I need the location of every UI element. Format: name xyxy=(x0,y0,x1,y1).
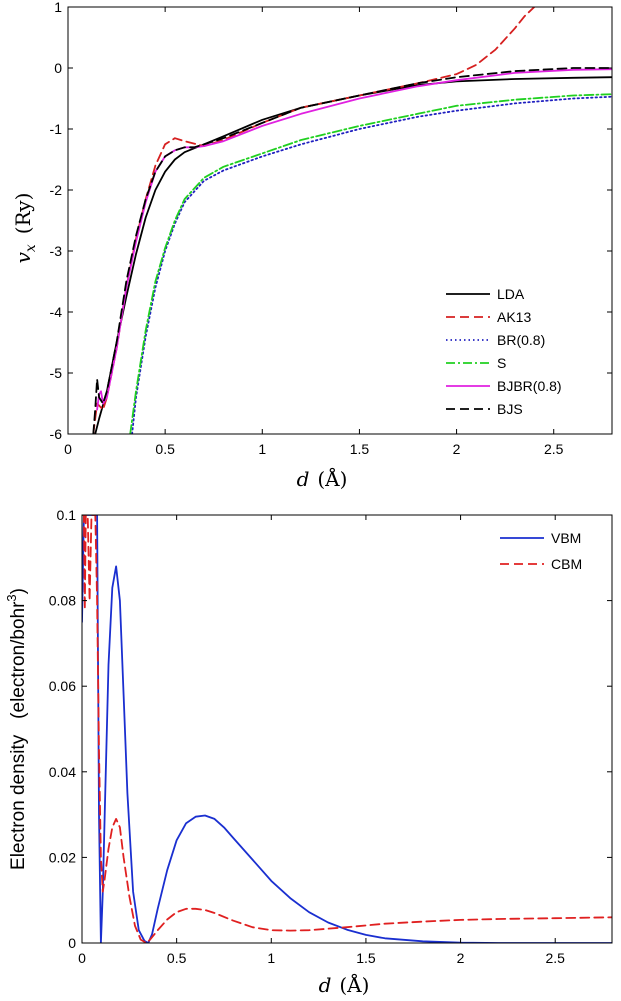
series-line-br-0-8 xyxy=(131,95,612,434)
y-axis-label: vx(Ry) xyxy=(11,193,39,264)
x-tick-label: 2 xyxy=(453,441,461,457)
legend-box xyxy=(436,280,606,420)
legend-label-br-0-8: BR(0.8) xyxy=(497,332,545,348)
axes-box xyxy=(67,6,613,435)
legend-label-bjbr-0-8: BJBR(0.8) xyxy=(497,378,562,394)
y-axis: 0 0.02 0.04 0.06 0.08 0.1 xyxy=(49,507,612,951)
y-tick-label: 0.08 xyxy=(49,593,76,609)
legend: VBM CBM xyxy=(495,525,605,577)
legend: LDA AK13 BR(0.8) S BJBR(0.8) BJS xyxy=(436,280,606,420)
y-tick-label: 0 xyxy=(54,60,62,76)
electron-density-chart: 0 0.5 1 1.5 2 2.5 0 0.02 0.04 0.06 0.08 0.1 d (Å) E… xyxy=(4,507,613,997)
y-tick-label: 1 xyxy=(54,0,62,15)
series-line-cbm xyxy=(82,515,612,943)
y-tick-label: 0.1 xyxy=(57,507,77,523)
y-tick-label: -6 xyxy=(50,426,63,442)
legend-label-ak13: AK13 xyxy=(497,309,531,325)
series-line-bjs xyxy=(92,67,612,434)
legend-label-lda: LDA xyxy=(497,286,525,302)
plot-area xyxy=(82,515,612,943)
y-axis: 1 0 -1 -2 -3 -4 -5 -6 xyxy=(50,0,612,442)
x-tick-label: 1.5 xyxy=(356,950,376,966)
x-tick-label: 0.5 xyxy=(167,950,187,966)
x-tick-label: 1 xyxy=(258,441,266,457)
series-layer xyxy=(92,7,612,434)
y-tick-label: -2 xyxy=(50,182,63,198)
x-tick-label: 0.5 xyxy=(155,441,175,457)
x-axis-label: d (Å) xyxy=(319,972,370,997)
y-tick-label: 0.02 xyxy=(49,849,76,865)
x-tick-label: 0 xyxy=(78,950,86,966)
y-tick-label: -5 xyxy=(50,365,63,381)
legend-label-vbm: VBM xyxy=(551,530,581,546)
y-axis-label: Electron density(electron/bohr3) xyxy=(4,588,29,870)
y-tick-label: 0.04 xyxy=(49,764,76,780)
x-axis-label: d (Å) xyxy=(297,466,348,491)
y-tick-label: -4 xyxy=(50,304,63,320)
x-tick-label: 1.5 xyxy=(350,441,370,457)
series-layer xyxy=(82,515,612,943)
axes-box xyxy=(81,514,613,944)
legend-box xyxy=(495,525,605,577)
x-tick-label: 0 xyxy=(64,441,72,457)
legend-label-bjs: BJS xyxy=(497,401,523,417)
y-tick-label: -1 xyxy=(50,121,63,137)
legend-label-s: S xyxy=(497,355,506,371)
series-line-s xyxy=(129,93,612,434)
x-tick-label: 2.5 xyxy=(544,441,564,457)
y-tick-label: 0 xyxy=(68,935,76,951)
vx-chart: 0 0.5 1 1.5 2 2.5 10-1-2-3-4-5-6 d (Å) vx(Ry) … xyxy=(11,0,613,491)
x-tick-label: 1 xyxy=(267,950,275,966)
legend-label-cbm: CBM xyxy=(551,556,582,572)
y-tick-label: 0.06 xyxy=(49,678,76,694)
x-axis: 0 0.5 1 1.5 2 2.5 xyxy=(64,7,564,457)
x-tick-label: 2.5 xyxy=(545,950,565,966)
series-line-vbm xyxy=(82,515,612,943)
y-tick-label: -3 xyxy=(50,243,63,259)
x-axis: 0 0.5 1 1.5 2 2.5 xyxy=(78,515,565,966)
x-tick-label: 2 xyxy=(457,950,465,966)
